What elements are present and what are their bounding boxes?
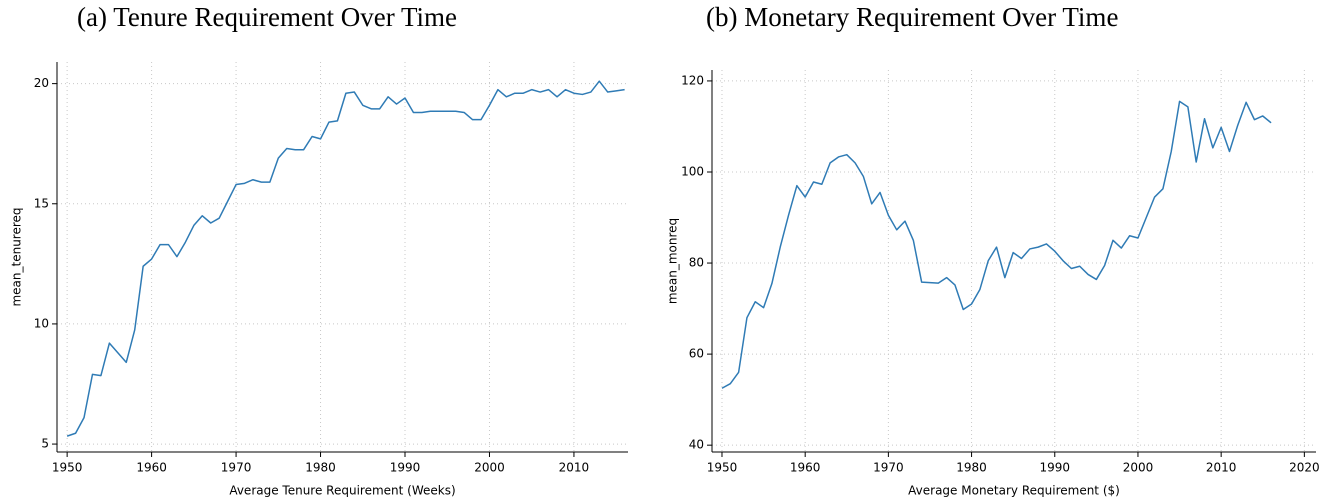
chart-title: (a) Tenure Requirement Over Time [77,2,457,32]
x-tick-label: 1960 [790,461,821,475]
x-axis-title: Average Monetary Requirement ($) [908,484,1120,498]
x-tick-label: 1980 [305,461,336,475]
x-tick-label: 2000 [1123,461,1154,475]
x-tick-label: 2020 [1289,461,1320,475]
x-tick-label: 1980 [956,461,987,475]
y-axis-title: mean_monreq [666,218,680,304]
x-tick-label: 1950 [707,461,738,475]
y-tick-label: 5 [41,437,49,451]
x-axis-title: Average Tenure Requirement (Weeks) [229,484,455,498]
y-axis-title: mean_tenurereq [10,207,24,306]
x-tick-label: 1970 [221,461,252,475]
x-tick-label: 2010 [559,461,590,475]
x-tick-label: 1990 [390,461,421,475]
y-tick-label: 120 [681,73,704,87]
data-line [66,80,625,437]
x-tick-label: 1990 [1039,461,1070,475]
y-tick-label: 40 [689,438,704,452]
chart-title: (b) Monetary Requirement Over Time [706,2,1118,32]
y-tick-label: 80 [689,256,704,270]
data-line [721,100,1272,389]
x-tick-label: 1970 [873,461,904,475]
x-tick-label: 2000 [474,461,505,475]
y-tick-label: 60 [689,347,704,361]
y-tick-label: 20 [34,76,49,90]
y-tick-label: 100 [681,164,704,178]
x-tick-label: 2010 [1206,461,1237,475]
x-tick-label: 1960 [136,461,167,475]
y-tick-label: 10 [34,316,49,330]
y-tick-label: 15 [34,196,49,210]
x-tick-label: 1950 [52,461,83,475]
